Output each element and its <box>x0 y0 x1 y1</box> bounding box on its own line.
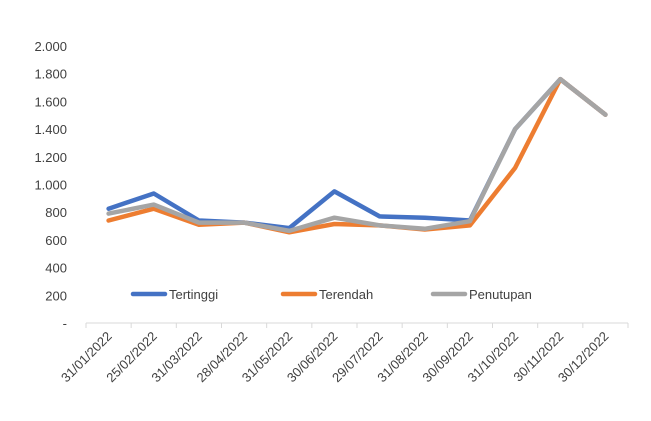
y-tick-label: 1.000 <box>34 178 67 193</box>
x-axis-tick-marks <box>85 323 629 328</box>
x-axis-labels: 31/01/202225/02/202231/03/202228/04/2022… <box>58 329 611 386</box>
series-line-tertinggi <box>106 76 608 231</box>
y-tick-label: 200 <box>45 288 67 303</box>
y-tick-label: 1.200 <box>34 150 67 165</box>
legend-label-tertinggi: Tertinggi <box>169 287 218 302</box>
y-axis-ticks: - 200 400 600 800 1.000 1.200 1.400 1.600 1.800 2.… <box>34 39 67 331</box>
series-line-terendah <box>106 76 608 235</box>
y-tick-label: 600 <box>45 233 67 248</box>
series-lines <box>106 76 608 235</box>
legend-label-penutupan: Penutupan <box>469 287 532 302</box>
y-tick-label: 800 <box>45 205 67 220</box>
y-tick-label: 1.800 <box>34 67 67 82</box>
y-tick-label: 2.000 <box>34 39 67 54</box>
y-tick-label: 1.400 <box>34 122 67 137</box>
series-line-penutupan <box>106 76 608 234</box>
y-tick-label: - <box>63 316 67 331</box>
legend-label-terendah: Terendah <box>319 287 373 302</box>
y-tick-label: 400 <box>45 261 67 276</box>
legend: Tertinggi Terendah Penutupan <box>130 287 532 302</box>
y-tick-label: 1.600 <box>34 94 67 109</box>
